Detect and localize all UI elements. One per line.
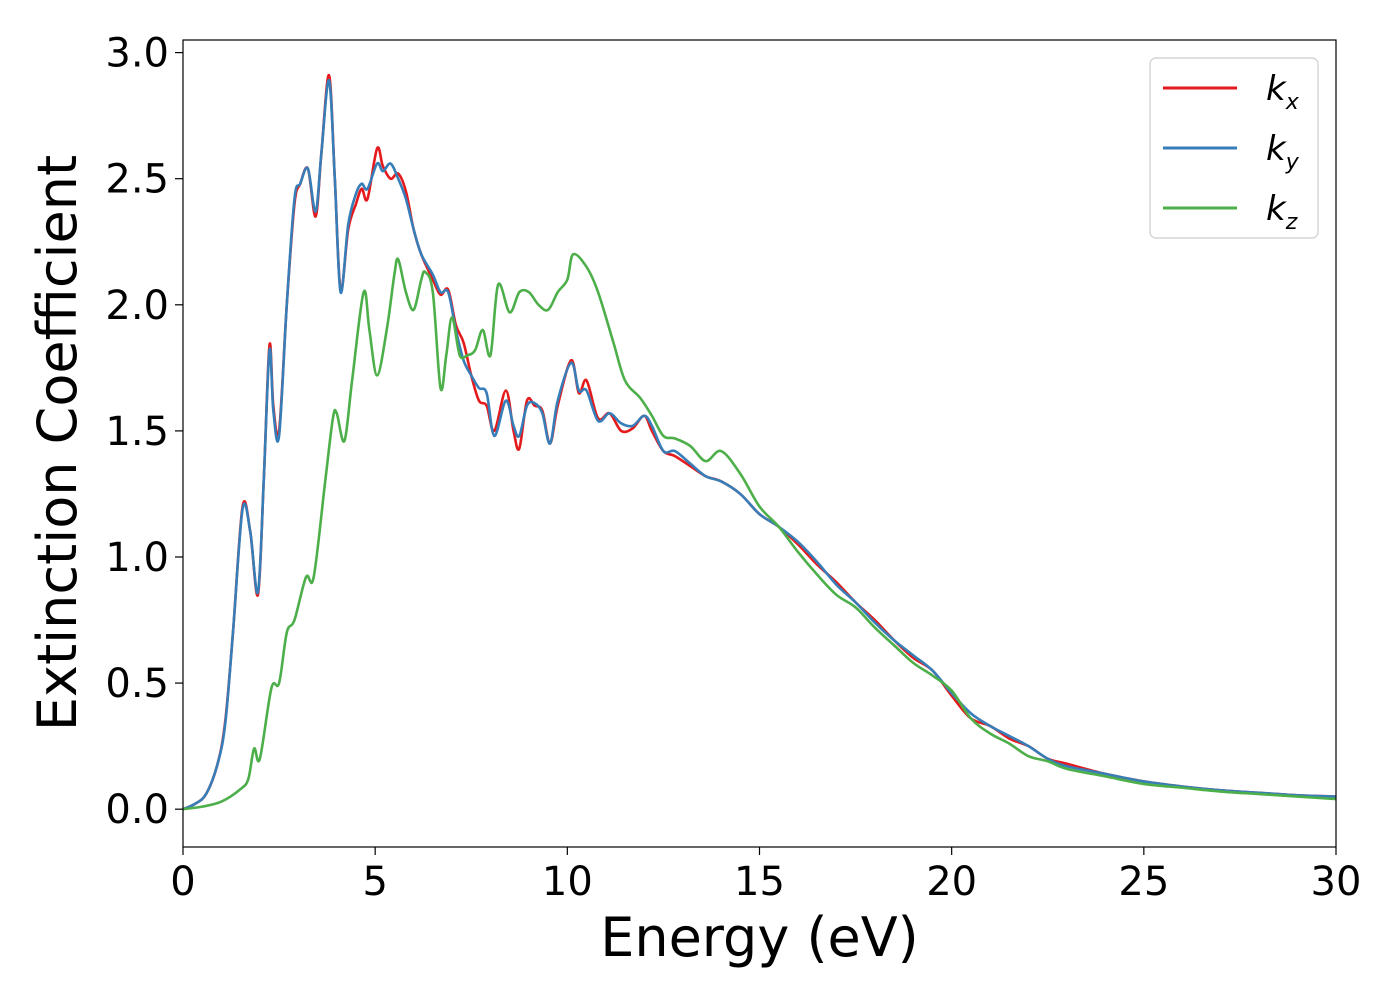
- series-layer: [183, 73, 1336, 811]
- x-axis-label: Energy (eV): [600, 906, 919, 969]
- x-tick-label: 5: [362, 859, 387, 905]
- legend-label-subscript: x: [1285, 90, 1300, 115]
- x-tick-label: 30: [1311, 859, 1362, 905]
- y-tick-label: 2.0: [105, 283, 169, 329]
- x-axis: 0 5 10 15 20 25 30: [170, 847, 1361, 905]
- legend-label-ky: ky: [1266, 129, 1300, 175]
- legend-label-kz: kz: [1266, 189, 1298, 235]
- y-tick-label: 2.5: [105, 157, 169, 203]
- y-tick-label: 3.0: [105, 31, 169, 77]
- plot-area: [183, 40, 1336, 847]
- y-tick-label: 1.5: [105, 409, 169, 455]
- series-line-kz: [183, 252, 1336, 811]
- series-line-ky: [183, 79, 1336, 811]
- y-tick-label: 0.5: [105, 661, 169, 707]
- legend-label-base: k: [1266, 69, 1287, 109]
- y-axis-label: Extinction Coefficient: [26, 155, 89, 731]
- legend-label-base: k: [1266, 189, 1287, 229]
- y-axis: 0.0 0.5 1.0 1.5 2.0 2.5 3.0: [105, 31, 183, 833]
- legend-label-base: k: [1266, 129, 1287, 169]
- x-tick-label: 10: [542, 859, 593, 905]
- x-tick-label: 0: [170, 859, 195, 905]
- y-tick-label: 0.0: [105, 787, 169, 833]
- x-tick-label: 25: [1118, 859, 1169, 905]
- x-tick-label: 15: [734, 859, 785, 905]
- x-tick-label: 20: [926, 859, 977, 905]
- y-tick-label: 1.0: [105, 535, 169, 581]
- legend-label-subscript: z: [1285, 210, 1298, 235]
- legend-label-kx: kx: [1266, 69, 1300, 115]
- legend-label-subscript: y: [1285, 150, 1300, 175]
